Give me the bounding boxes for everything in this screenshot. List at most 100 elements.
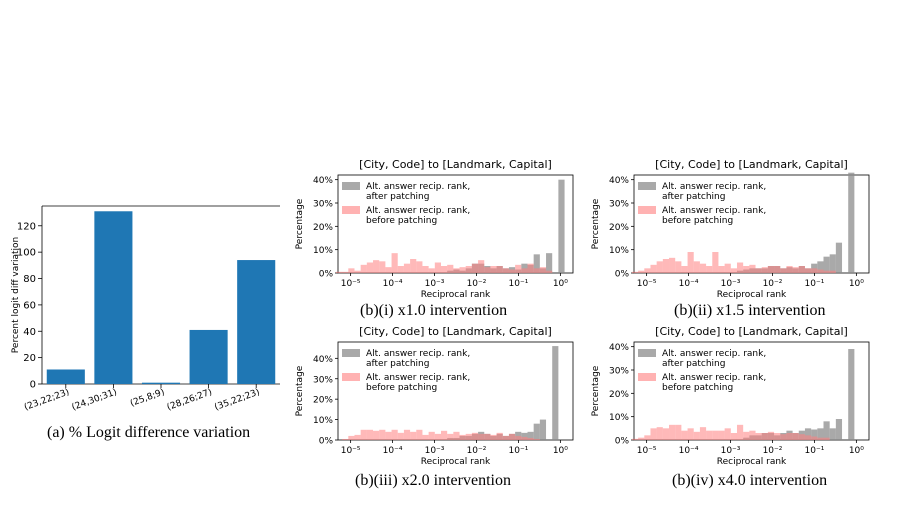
- before-patching-bar: [515, 264, 522, 273]
- x-tick-label: 10⁻¹: [509, 446, 529, 456]
- before-patching-bar: [675, 424, 682, 440]
- before-patching-bar: [798, 266, 805, 273]
- before-patching-bar: [792, 433, 799, 440]
- before-patching-bar: [662, 428, 670, 440]
- before-patching-bar: [761, 267, 768, 273]
- legend-label-before-2: before patching: [366, 383, 437, 393]
- before-patching-bar: [712, 252, 719, 273]
- bar: [141, 382, 181, 384]
- before-patching-bar: [447, 433, 454, 440]
- before-patching-bar: [521, 268, 528, 273]
- before-patching-bar: [767, 266, 775, 273]
- before-patching-bar: [397, 432, 404, 440]
- before-patching-bar: [656, 427, 663, 440]
- panel-b-iv: [City, Code] to [Landmark, Capital] 0% 10%…: [586, 322, 886, 467]
- y-tick-label: 80: [23, 274, 36, 285]
- before-patching-bar: [780, 434, 787, 440]
- x-tick-label: 10⁻⁴: [383, 279, 403, 289]
- before-patching-bar: [385, 267, 392, 273]
- y-tick-label: 40%: [313, 176, 333, 186]
- y-tick-label: 0%: [319, 270, 334, 280]
- before-patching-bar: [798, 434, 805, 440]
- before-patching-bar: [730, 433, 737, 440]
- before-patching-bar: [508, 433, 516, 440]
- before-patching-bar: [780, 268, 787, 273]
- before-patching-bar: [379, 261, 386, 273]
- legend-label-after-1: Alt. answer recip. rank,: [366, 349, 470, 359]
- before-patching-bar: [391, 253, 398, 273]
- after-patching-bar: [848, 172, 855, 273]
- caption-b-ii: (b)(ii) x1.5 intervention: [674, 302, 826, 319]
- before-patching-bar: [348, 435, 355, 440]
- bar: [94, 211, 133, 384]
- before-patching-bar: [786, 433, 793, 440]
- before-patching-bar: [681, 266, 688, 273]
- histogram-x4-0: [City, Code] to [Landmark, Capital] 0% 10%…: [591, 325, 870, 467]
- before-patching-bar: [403, 263, 411, 273]
- x-tick-label: 10⁻²: [467, 279, 487, 289]
- y-tick-label: 10%: [609, 413, 629, 423]
- before-patching-bar: [743, 266, 750, 273]
- before-patching-bar: [755, 268, 762, 273]
- before-patching-bar: [484, 433, 491, 440]
- after-patching-bar: [835, 242, 843, 273]
- y-tick-label: 40%: [609, 176, 629, 186]
- x-tick-label: 10⁻⁵: [341, 279, 361, 289]
- after-patching-bar: [521, 263, 528, 273]
- x-tick-label: (28,26;27): [166, 387, 214, 413]
- legend-swatch-before: [342, 373, 360, 381]
- legend-label-after-1: Alt. answer recip. rank,: [662, 182, 766, 192]
- y-tick-label: 30%: [313, 200, 333, 210]
- x-axis-title: Reciprocal rank: [717, 290, 787, 300]
- legend-label-after-1: Alt. answer recip. rank,: [366, 182, 470, 192]
- legend-swatch-before: [342, 206, 360, 214]
- y-tick-label: 20%: [609, 390, 629, 400]
- before-patching-bar: [335, 271, 343, 273]
- before-patching-bar: [515, 435, 522, 440]
- before-patching-bar: [422, 266, 429, 273]
- before-patching-bar: [459, 434, 466, 440]
- y-tick-label: 20%: [313, 396, 333, 406]
- bar-chart-logit-diff: 0 20 40 60 80 100 120 (23,22;23) (24,30;31) (25,8…: [11, 205, 280, 413]
- before-patching-bar: [533, 268, 540, 273]
- x-tick-label: 10⁰: [849, 446, 864, 456]
- before-patching-bar: [434, 262, 441, 273]
- before-patching-bar: [811, 268, 818, 273]
- before-patching-bar: [699, 263, 707, 273]
- before-patching-bar: [502, 268, 509, 273]
- legend-label-before-2: before patching: [366, 216, 437, 226]
- legend-label-after-2: after patching: [662, 359, 725, 369]
- y-axis-title: Percentage: [295, 365, 305, 416]
- x-tick-label: 10⁻⁴: [679, 279, 699, 289]
- x-tick-label: 10⁰: [553, 279, 568, 289]
- histogram-x1-0: [City, Code] to [Landmark, Capital] 0% 10%…: [295, 158, 574, 300]
- caption-a: (a) % Logit difference variation: [47, 424, 251, 441]
- after-patching-bar: [804, 428, 812, 440]
- caption-b-i: (b)(i) x1.0 intervention: [360, 302, 508, 319]
- y-axis-title: Percent logit diff variation: [11, 237, 21, 353]
- legend-label-before-1: Alt. answer recip. rank,: [662, 206, 766, 216]
- before-patching-bar: [761, 433, 768, 440]
- y-tick-label: 0: [30, 380, 36, 391]
- x-axis-title: Reciprocal rank: [717, 457, 787, 467]
- y-tick-label: 30%: [609, 200, 629, 210]
- before-patching-bar: [348, 268, 355, 273]
- before-patching-bar: [459, 267, 466, 273]
- before-patching-bar: [533, 438, 540, 440]
- after-patching-bar: [811, 263, 818, 273]
- before-patching-bar: [471, 263, 479, 273]
- y-tick-label: 0%: [615, 270, 630, 280]
- histogram-x1-5: [City, Code] to [Landmark, Capital] 0% 10%…: [591, 158, 870, 300]
- after-patching-bar: [533, 254, 540, 273]
- before-patching-bar: [490, 266, 497, 273]
- after-patching-bar: [533, 423, 540, 440]
- before-patching-bar: [440, 266, 448, 273]
- before-patching-bar: [373, 260, 380, 273]
- before-patching-bar: [360, 264, 367, 273]
- legend-swatch-before: [638, 206, 656, 214]
- before-patching-bar: [434, 433, 441, 440]
- before-patching-bar: [453, 268, 460, 273]
- before-patching-bar: [546, 270, 553, 273]
- before-patching-bar: [706, 266, 713, 273]
- x-tick-label: 10⁻¹: [805, 279, 825, 289]
